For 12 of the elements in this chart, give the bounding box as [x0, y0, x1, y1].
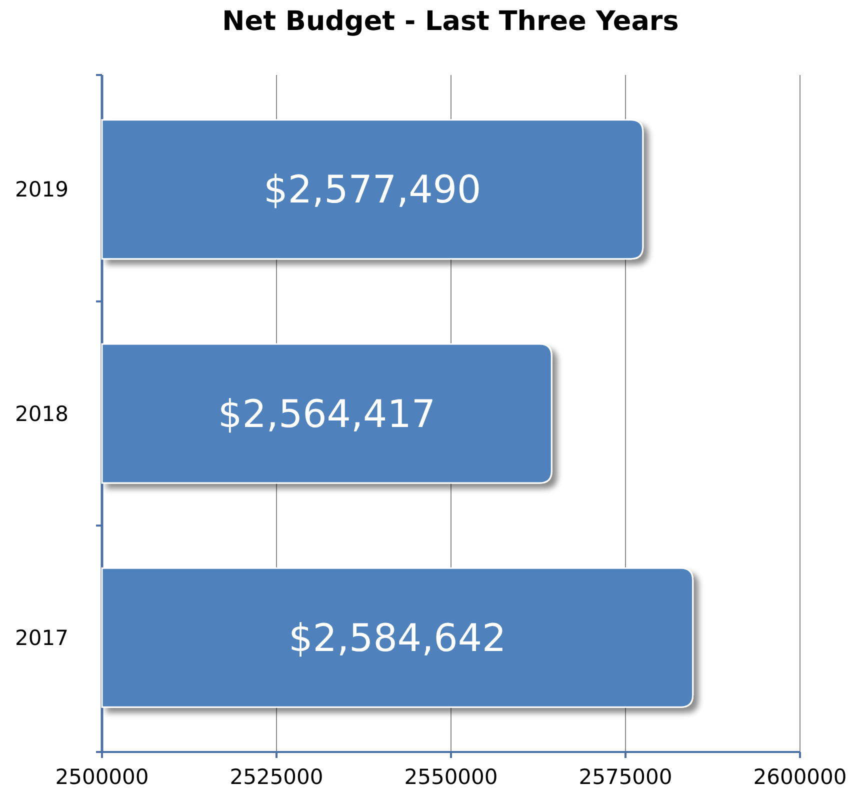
- y-tick-label: 2018: [15, 402, 68, 426]
- x-tick-label: 2550000: [404, 765, 498, 789]
- y-tick-label: 2019: [15, 178, 68, 202]
- x-tick-label: 2525000: [230, 765, 324, 789]
- data-label: $2,564,417: [218, 392, 436, 436]
- data-label: $2,577,490: [264, 168, 482, 212]
- x-tick-label: 2600000: [753, 765, 847, 789]
- chart-title: Net Budget - Last Three Years: [222, 6, 679, 37]
- y-tick-label: 2017: [15, 626, 68, 650]
- x-tick-label: 2575000: [578, 765, 672, 789]
- data-label: $2,584,642: [288, 616, 506, 660]
- x-tick-label: 2500000: [55, 765, 149, 789]
